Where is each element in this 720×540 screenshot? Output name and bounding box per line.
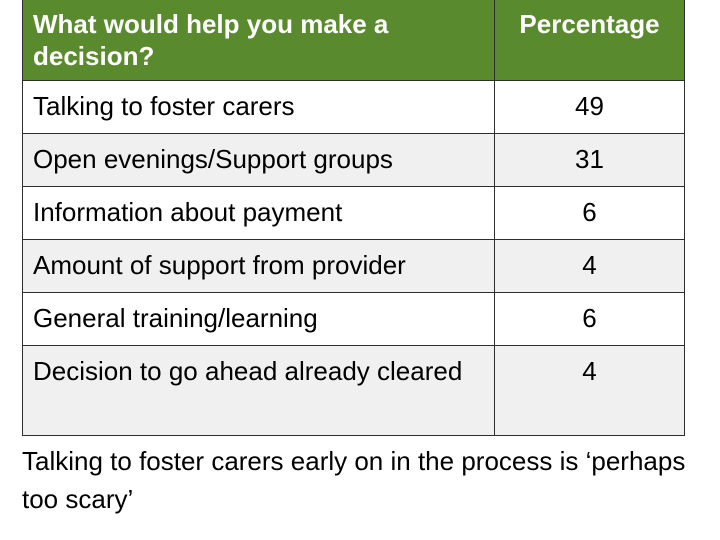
table-header-row: What would help you make a decision? Per…	[22, 0, 685, 81]
header-question: What would help you make a decision?	[22, 0, 495, 81]
row-label: Talking to foster carers	[22, 80, 495, 134]
row-percentage: 4	[494, 239, 685, 293]
decision-factors-table: What would help you make a decision? Per…	[22, 0, 685, 436]
row-percentage: 6	[494, 292, 685, 346]
row-percentage: 49	[494, 80, 685, 134]
row-label: Amount of support from provider	[22, 239, 495, 293]
footnote-text: Talking to foster carers early on in the…	[22, 446, 686, 514]
table-row: Information about payment 6	[22, 186, 685, 240]
row-label: Information about payment	[22, 186, 495, 240]
row-percentage: 6	[494, 186, 685, 240]
table-row: General training/learning 6	[22, 292, 685, 346]
table-row: Amount of support from provider 4	[22, 239, 685, 293]
table-row: Talking to foster carers 49	[22, 80, 685, 134]
row-percentage: 31	[494, 133, 685, 187]
table-row: Decision to go ahead already cleared 4	[22, 345, 685, 436]
table-row: Open evenings/Support groups 31	[22, 133, 685, 187]
row-label: Decision to go ahead already cleared	[22, 345, 495, 436]
row-percentage: 4	[494, 345, 685, 436]
row-label: Open evenings/Support groups	[22, 133, 495, 187]
header-percentage: Percentage	[494, 0, 685, 81]
row-label: General training/learning	[22, 292, 495, 346]
